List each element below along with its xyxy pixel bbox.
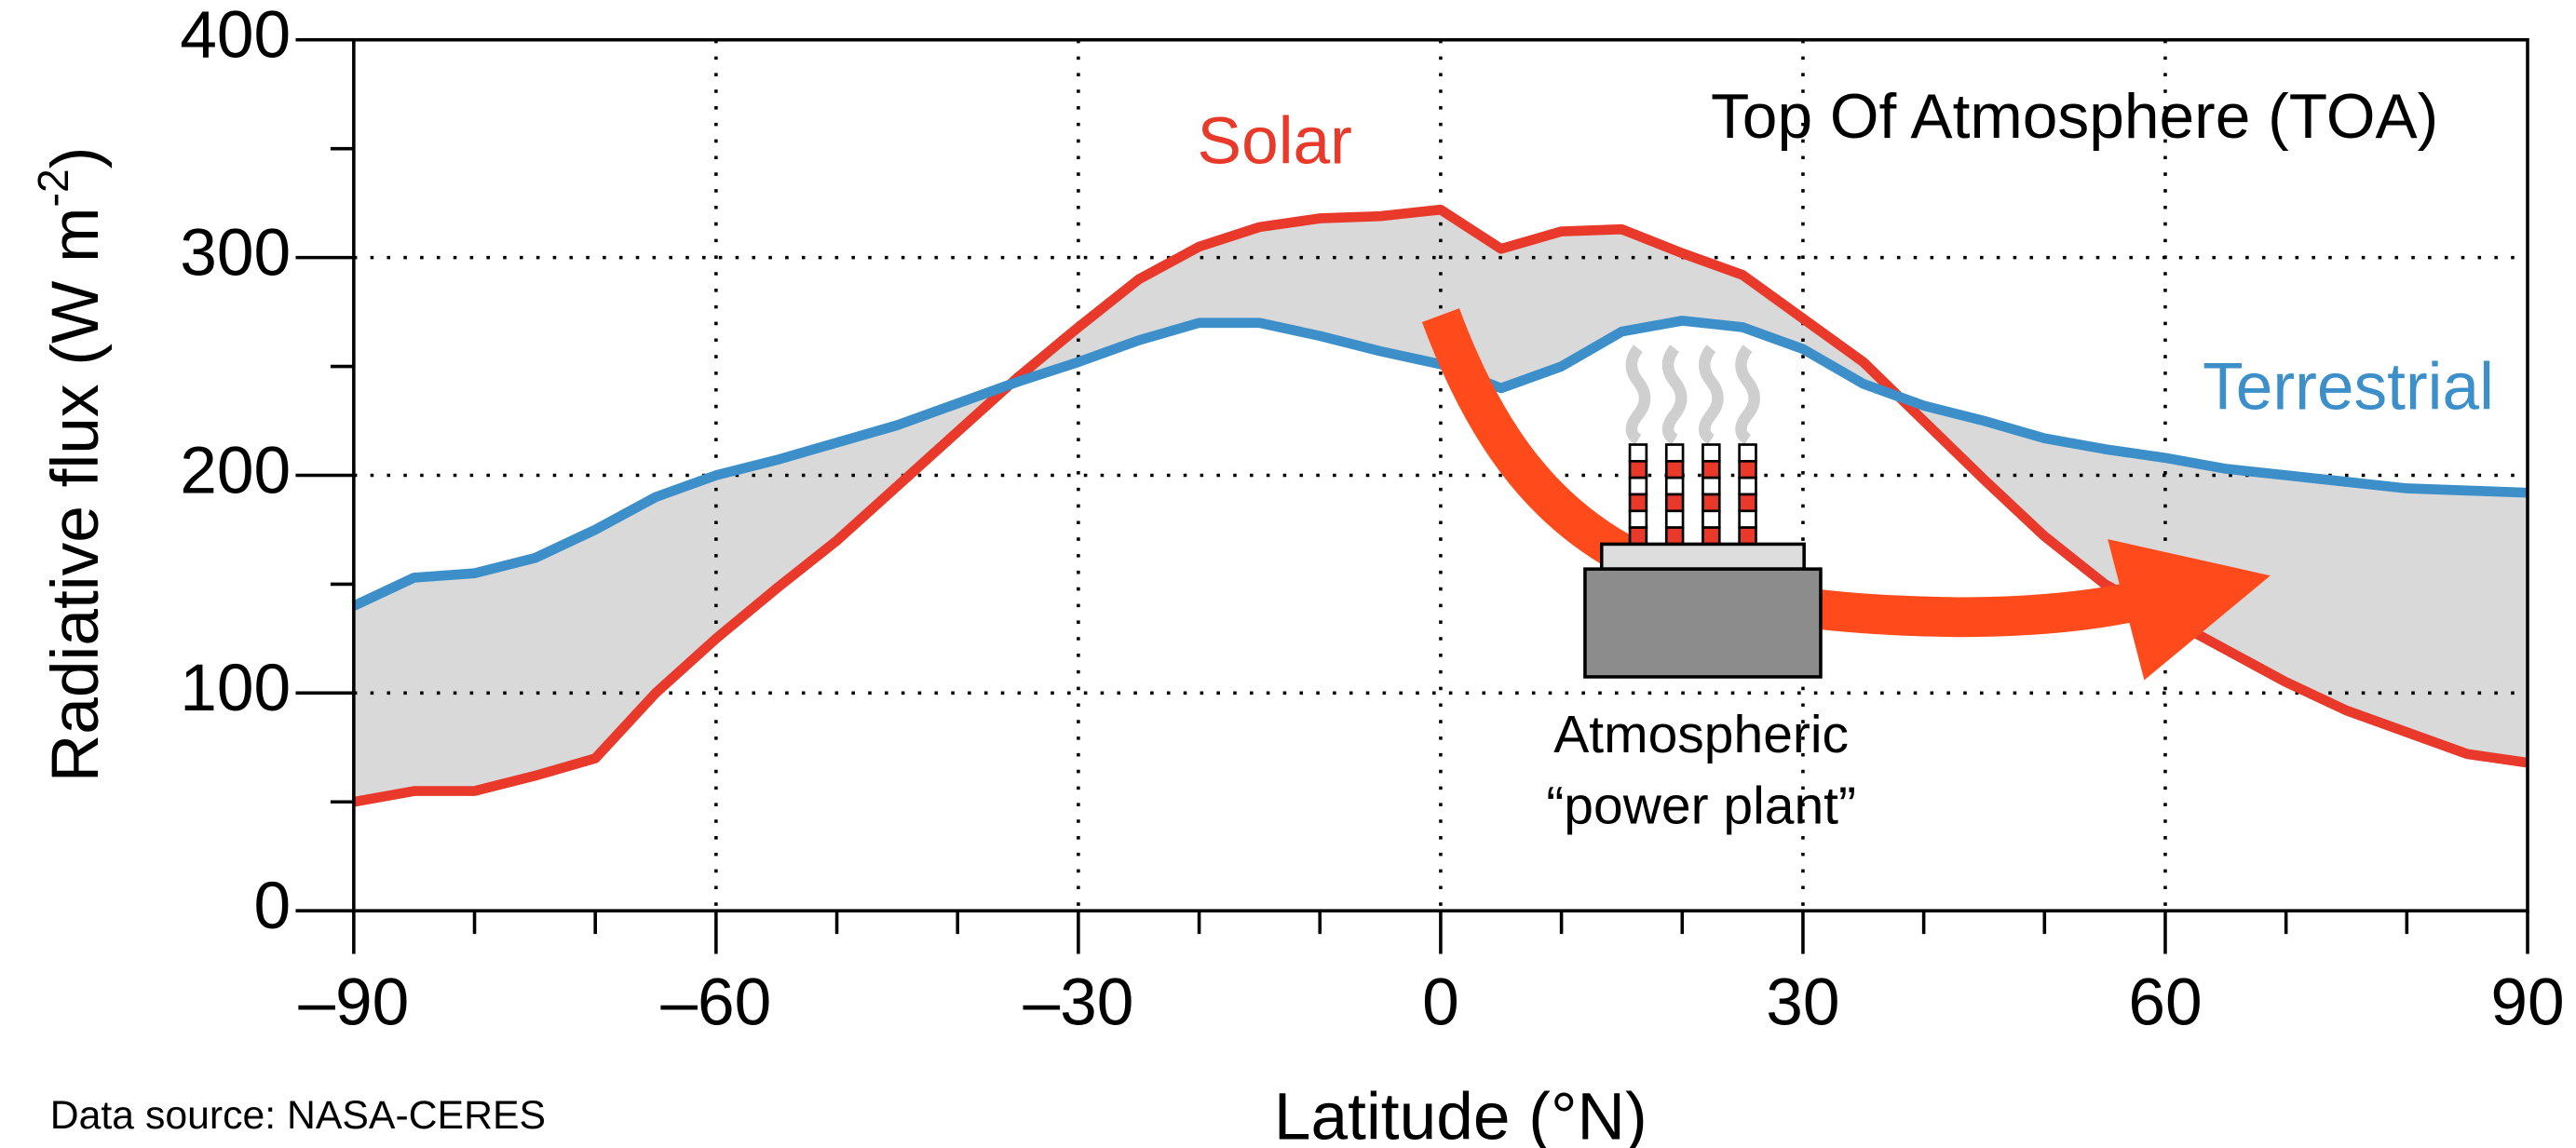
chimney-band	[1702, 494, 1719, 511]
chimneys	[1630, 445, 1756, 545]
series-label: Solar	[1198, 104, 1352, 179]
chimney-band	[1630, 478, 1647, 494]
chimney-band	[1702, 461, 1719, 478]
chimney-band	[1666, 478, 1683, 494]
chimney-band	[1630, 528, 1647, 545]
plant-body	[1585, 569, 1821, 677]
x-tick-label: 90	[2490, 965, 2564, 1039]
y-tick-label: 200	[180, 433, 291, 507]
plant-roof	[1602, 544, 1804, 569]
y-axis-label: Radiative flux (W m-2)	[29, 147, 113, 783]
page: {"chart_data": { "type": "line", "annota…	[0, 0, 2576, 1148]
y-tick-label: 0	[254, 869, 291, 943]
chimney-band	[1630, 511, 1647, 528]
x-axis-label: Latitude (°N)	[1274, 1079, 1647, 1148]
x-tick-label: 60	[2128, 965, 2202, 1039]
chimney-band	[1666, 461, 1683, 478]
chimney-band	[1666, 511, 1683, 528]
chimney-band	[1666, 528, 1683, 545]
y-tick-label: 100	[180, 651, 291, 725]
chimney-band	[1666, 494, 1683, 511]
chimney-band	[1740, 445, 1756, 462]
series-label: Terrestrial	[2203, 349, 2494, 424]
chimney-band	[1702, 511, 1719, 528]
y-label-text: )	[38, 147, 113, 169]
chimney-band	[1630, 445, 1647, 462]
chimney-band	[1630, 461, 1647, 478]
chimney-band	[1702, 478, 1719, 494]
annotation: Top Of Atmosphere (TOA)	[1711, 82, 2438, 152]
chimney-band	[1702, 445, 1719, 462]
chart: –90 –60 –30 0 30 60 90 0 100 200 300 400 Top Of Atm…	[0, 0, 2576, 1148]
chimney-band	[1702, 528, 1719, 545]
y-label-exponent: -2	[29, 169, 77, 207]
chimney-band	[1666, 445, 1683, 462]
y-tick-label: 300	[180, 215, 291, 290]
plant-label: Atmospheric	[1553, 705, 1849, 764]
chimney-band	[1740, 511, 1756, 528]
y-tick-label: 400	[180, 0, 291, 73]
chimney-band	[1740, 478, 1756, 494]
x-tick-label: 30	[1766, 965, 1839, 1039]
smoke	[1632, 348, 1755, 439]
plant-label: “power plant”	[1546, 777, 1856, 836]
source-note: Data source: NASA-CERES	[50, 1093, 546, 1138]
y-label-text: Radiative flux (W m	[38, 207, 113, 782]
chimney-band	[1630, 494, 1647, 511]
chimney-band	[1740, 528, 1756, 545]
x-tick-label: –60	[660, 965, 771, 1039]
x-tick-label: –30	[1023, 965, 1133, 1039]
chimney-band	[1740, 461, 1756, 478]
chimney-band	[1740, 494, 1756, 511]
x-tick-label: –90	[298, 965, 409, 1039]
x-tick-label: 0	[1422, 965, 1459, 1039]
